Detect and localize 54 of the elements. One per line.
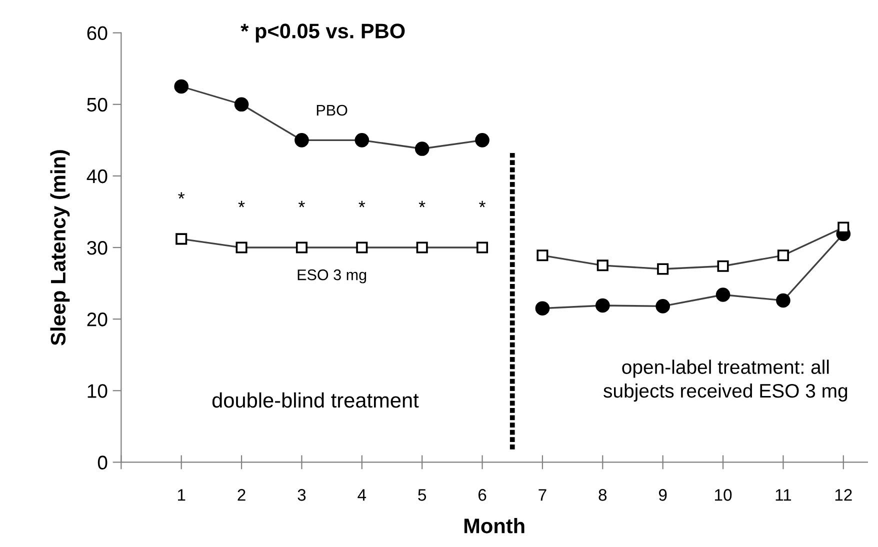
x-tick-label: 1: [178, 489, 186, 501]
point: [776, 293, 790, 308]
annotation: *: [358, 200, 366, 208]
point: [176, 233, 188, 245]
point: [716, 288, 730, 302]
annotation: *: [178, 192, 185, 199]
point: [294, 133, 309, 148]
series-label: PBO: [316, 104, 348, 116]
point: [414, 142, 430, 156]
point: [596, 260, 608, 272]
point: [354, 133, 370, 148]
annotation: *: [418, 200, 426, 208]
point: [595, 298, 610, 313]
x-tick-label: 3: [298, 489, 306, 501]
x-tick-label: 8: [598, 489, 607, 501]
x-tick-label: 5: [418, 489, 426, 501]
x-tick-label: 9: [658, 489, 667, 501]
x-tick-label: 2: [238, 489, 246, 501]
annotation: *: [238, 200, 245, 208]
y-tick-label: 60: [87, 26, 108, 40]
y-tick-label: 10: [88, 384, 108, 398]
y-tick-label: 20: [87, 312, 108, 326]
x-tick-label: 6: [478, 489, 486, 501]
point: [476, 242, 488, 254]
annotation: *: [479, 200, 486, 208]
point: [656, 299, 670, 314]
x-tick-label: 12: [835, 489, 852, 501]
y-tick-label: 40: [86, 169, 108, 184]
x-tick-label: 7: [538, 489, 546, 501]
y-tick-label: 30: [87, 240, 108, 255]
x-tick-label: 11: [776, 489, 792, 501]
y-axis-title: Sleep Latency (min): [50, 150, 70, 346]
point: [535, 301, 550, 316]
point: [717, 260, 729, 272]
x-axis-title: Month: [464, 518, 524, 534]
point: [657, 263, 669, 275]
x-tick-label: 4: [358, 489, 366, 501]
point: [416, 242, 428, 254]
point: [296, 242, 308, 254]
y-tick-label: 0: [98, 456, 108, 470]
annotation: open-label treatment: all subjects received ESO 3 mg: [604, 360, 848, 402]
point: [174, 79, 189, 94]
point: [536, 250, 548, 262]
point: [236, 242, 248, 254]
annotation: * p<0.05 vs. PBO: [240, 24, 405, 43]
point: [234, 97, 249, 112]
annotation: *: [298, 200, 305, 208]
point: [475, 133, 490, 148]
x-tick-label: 10: [715, 489, 732, 501]
series-label: ESO 3 mg: [298, 269, 366, 284]
point: [356, 242, 368, 254]
annotation: double-blind treatment: [212, 392, 419, 408]
y-tick-label: 50: [87, 98, 108, 112]
point: [777, 250, 789, 262]
